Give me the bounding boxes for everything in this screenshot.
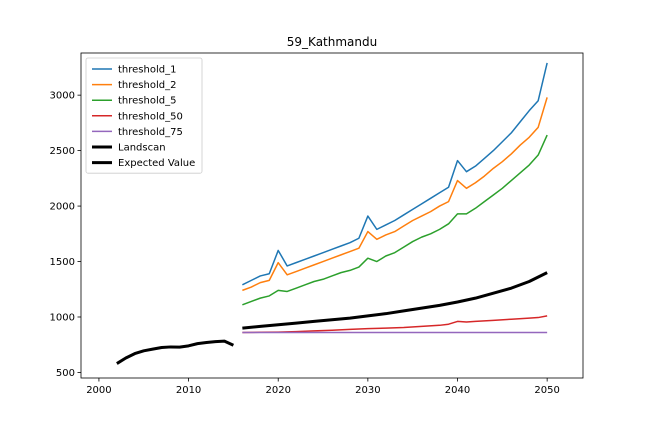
y-tick-label: 500 — [56, 368, 75, 379]
x-tick-label: 2040 — [445, 385, 470, 396]
legend-box — [85, 57, 203, 174]
legend-entry-label: threshold_2 — [118, 80, 176, 91]
x-tick-label: 2010 — [176, 385, 201, 396]
legend-entry-label: Landscan — [118, 143, 166, 154]
legend-entry-label: threshold_5 — [118, 96, 176, 107]
series-line-threshold-50 — [242, 315, 548, 334]
x-tick-label: 2000 — [86, 385, 111, 396]
y-axis: 500 1000 1500 2000 2500 3000 — [50, 91, 81, 379]
legend-entry-label: threshold_1 — [118, 65, 176, 76]
series-line-landscan — [116, 339, 235, 365]
series-line-threshold-1 — [242, 62, 548, 286]
legend: threshold_1 threshold_2 threshold_5thresho… — [85, 57, 203, 174]
legend-entry-label: threshold_75 — [118, 127, 183, 138]
x-tick-label: 2030 — [355, 385, 380, 396]
series-line-expected-value — [242, 271, 548, 330]
plot-area — [116, 62, 548, 365]
y-tick-label: 1000 — [50, 312, 75, 323]
legend-entry-label: threshold_50 — [118, 111, 183, 122]
y-tick-label: 3000 — [50, 91, 75, 102]
y-tick-label: 2500 — [50, 146, 75, 157]
series-line-threshold-2 — [242, 97, 548, 292]
series-line-threshold-5 — [242, 134, 548, 306]
legend-entry-label: Expected Value — [118, 158, 195, 169]
y-tick-label: 1500 — [50, 257, 75, 268]
axes-frame — [80, 52, 584, 379]
x-tick-label: 2020 — [265, 385, 290, 396]
x-axis: 2000 2010 2020 2030 2040 2050 — [86, 378, 560, 396]
y-tick-label: 2000 — [50, 202, 75, 213]
chart-title: 59_Kathmandu — [287, 35, 377, 49]
x-tick-label: 2050 — [534, 385, 559, 396]
